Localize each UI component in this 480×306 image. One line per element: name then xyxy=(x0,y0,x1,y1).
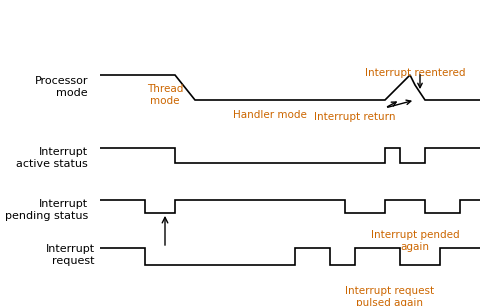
Text: Interrupt pended
again: Interrupt pended again xyxy=(370,230,458,252)
Text: Processor
mode: Processor mode xyxy=(35,76,88,98)
Text: Interrupt reentered: Interrupt reentered xyxy=(364,68,464,78)
Text: Interrupt
active status: Interrupt active status xyxy=(16,147,88,169)
Text: Thread
mode: Thread mode xyxy=(146,84,183,106)
Text: Handler mode: Handler mode xyxy=(233,110,306,120)
Text: Interrupt
request: Interrupt request xyxy=(46,244,95,266)
Text: Interrupt request
pulsed again: Interrupt request pulsed again xyxy=(345,286,433,306)
Text: Interrupt
pending status: Interrupt pending status xyxy=(5,199,88,221)
Text: Interrupt return: Interrupt return xyxy=(313,112,395,122)
